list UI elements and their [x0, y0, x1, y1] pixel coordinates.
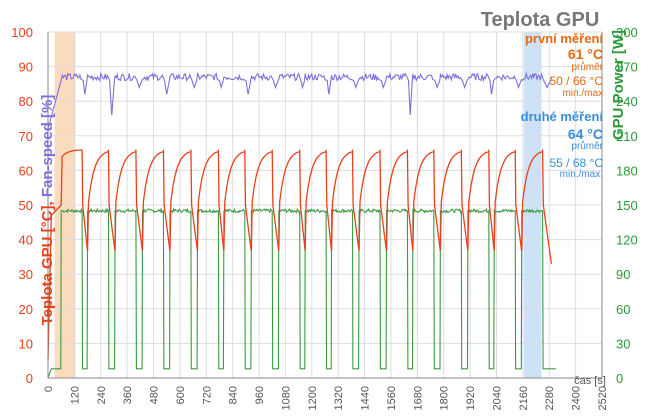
y-axis-label-separator: , — [39, 197, 56, 205]
annotation-second-avg-label: průměr — [571, 140, 603, 152]
grid — [47, 31, 603, 379]
y-tick-right-90: 90 — [616, 267, 630, 282]
x-tick-2280: 2280 — [544, 386, 556, 410]
y-tick-left-80: 80 — [19, 94, 33, 109]
x-tick-1440: 1440 — [360, 386, 372, 410]
y-tick-left-100: 100 — [11, 25, 33, 40]
axes: 0 10 20 30 40 50 60 70 80 90 100 0 30 60 90 120 150 180 21… — [11, 25, 637, 410]
y-tick-right-150: 150 — [616, 198, 638, 213]
x-axis-label: čas [s] — [574, 375, 606, 387]
y-tick-right-30: 30 — [616, 336, 630, 351]
series-fan-speed — [47, 71, 552, 130]
annotation-second-minmax: 55 / 68 °C — [550, 156, 604, 170]
y-tick-right-270: 270 — [616, 60, 638, 75]
y-axis-label-left: Teplota GPU [°C], Fan-speed [%] — [39, 95, 56, 326]
x-tick-1080: 1080 — [280, 386, 292, 410]
y-tick-right-120: 120 — [616, 233, 638, 248]
annotation-first: první měření 61 °C průměr 50 / 66 °C min… — [525, 31, 604, 99]
series-temperature — [47, 149, 553, 361]
x-tick-120: 120 — [69, 386, 81, 404]
series-lines — [47, 71, 556, 379]
y-axis-label-temp: Teplota GPU [°C] — [39, 205, 56, 325]
annotation-first-avg: 61 °C — [568, 46, 603, 62]
y-tick-left-20: 20 — [19, 302, 33, 317]
x-tick-1560: 1560 — [386, 386, 398, 410]
x-tick-1920: 1920 — [465, 386, 477, 410]
y-tick-right-60: 60 — [616, 302, 630, 317]
y-tick-right-240: 240 — [616, 94, 638, 109]
x-tick-360: 360 — [122, 386, 134, 404]
y-tick-left-30: 30 — [19, 267, 33, 282]
annotation-first-minmax: 50 / 66 °C — [550, 74, 604, 88]
y-tick-left-50: 50 — [19, 198, 33, 213]
x-tick-2400: 2400 — [571, 386, 583, 410]
y-tick-left-90: 90 — [19, 60, 33, 75]
x-tick-240: 240 — [96, 386, 108, 404]
x-tick-600: 600 — [175, 386, 187, 404]
annotation-first-heading: první měření — [525, 31, 603, 46]
x-tick-1680: 1680 — [412, 386, 424, 410]
x-tick-840: 840 — [228, 386, 240, 404]
x-tick-0: 0 — [43, 386, 55, 392]
y-axis-label-right: GPU Power [W] — [610, 30, 627, 140]
annotation-second-avg: 64 °C — [568, 126, 603, 142]
series-gpu-power — [47, 207, 556, 379]
y-tick-left-10: 10 — [19, 336, 33, 351]
chart-title: Teplota GPU — [481, 9, 600, 31]
x-tick-1200: 1200 — [307, 386, 319, 410]
x-tick-720: 720 — [201, 386, 213, 404]
y-tick-left-60: 60 — [19, 163, 33, 178]
annotation-first-minmax-label: min./max — [562, 88, 603, 99]
x-tick-2040: 2040 — [491, 386, 503, 410]
annotation-second-heading: druhé měření — [521, 109, 604, 124]
y-tick-left-40: 40 — [19, 233, 33, 248]
x-tick-2160: 2160 — [518, 386, 530, 410]
annotation-first-avg-label: průměr — [571, 61, 603, 73]
x-tick-480: 480 — [149, 386, 161, 404]
annotation-second-minmax-label: min./max. — [560, 169, 603, 180]
x-tick-960: 960 — [254, 386, 266, 404]
y-tick-right-180: 180 — [616, 163, 638, 178]
y-tick-right-0: 0 — [616, 371, 623, 386]
y-tick-right-300: 300 — [616, 25, 638, 40]
y-tick-left-0: 0 — [26, 371, 33, 386]
y-tick-left-70: 70 — [19, 129, 33, 144]
x-tick-2520: 2520 — [597, 386, 609, 410]
x-tick-1800: 1800 — [439, 386, 451, 410]
y-tick-right-210: 210 — [616, 129, 638, 144]
y-axis-label-fan: Fan-speed [%] — [39, 95, 56, 198]
x-tick-1320: 1320 — [333, 386, 345, 410]
annotation-second: druhé měření 64 °C průměr 55 / 68 °C min… — [521, 109, 604, 180]
